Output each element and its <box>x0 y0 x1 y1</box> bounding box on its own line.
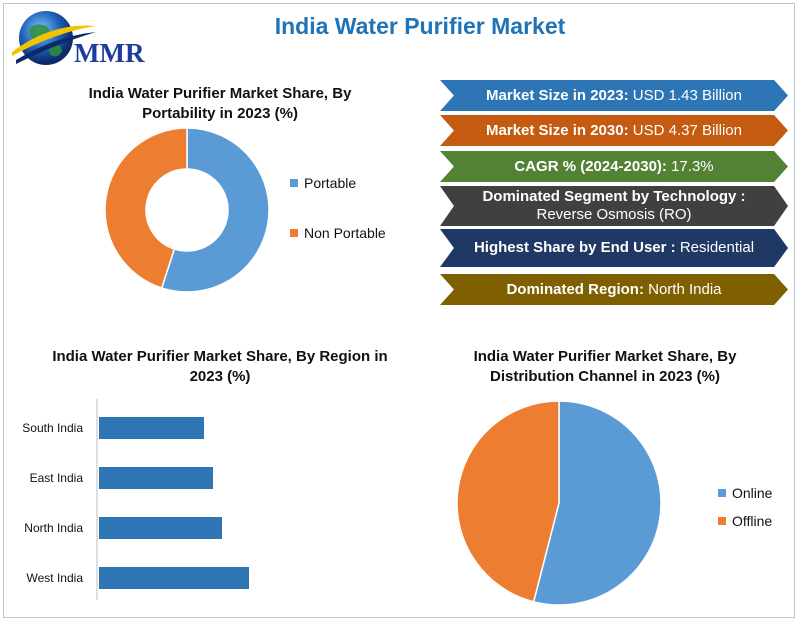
portability-slice-portable <box>160 127 270 293</box>
key-fact-value: 17.3% <box>666 157 714 175</box>
key-fact-banner: Highest Share by End User : Residential <box>440 229 788 267</box>
legend-label: Online <box>732 485 773 501</box>
portability-legend-item: Portable <box>290 158 386 208</box>
key-fact-banner: CAGR % (2024-2030): 17.3% <box>440 151 788 182</box>
page-title: India Water Purifier Market <box>274 13 566 39</box>
logo-text: MMR <box>74 38 145 68</box>
bar-west-india <box>99 567 249 589</box>
legend-label: Non Portable <box>304 225 386 241</box>
key-fact-banner: Market Size in 2023: USD 1.43 Billion <box>440 80 788 111</box>
mmr-globe-logo-icon <box>12 11 96 65</box>
key-fact-value: Reverse Osmosis (RO) <box>536 206 692 223</box>
distribution-legend-item: Offline <box>718 507 772 535</box>
key-fact-label: Market Size in 2023: <box>486 86 629 104</box>
bar-category-label: North India <box>24 521 83 535</box>
key-fact-label: Dominated Region: <box>506 280 644 298</box>
legend-swatch <box>290 179 298 187</box>
distribution-legend: Online Offline <box>718 479 772 535</box>
key-fact-banner: Dominated Segment by Technology : Reverse… <box>440 186 788 226</box>
key-fact-banner: Dominated Region: North India <box>440 274 788 305</box>
region-bar-chart: South India East India North India West Ind… <box>22 399 249 600</box>
infographic-frame <box>3 3 795 618</box>
key-fact-banner: Market Size in 2030: USD 4.37 Billion <box>440 115 788 146</box>
portability-chart-title: India Water Purifier Market Share, By Po… <box>88 85 352 122</box>
key-fact-value: Residential <box>675 239 755 256</box>
bar-north-india <box>99 517 222 539</box>
key-fact-label: Highest Share by End User : <box>473 239 676 256</box>
portability-slice-non-portable <box>104 127 188 289</box>
key-fact-value: USD 1.43 Billion <box>628 86 742 104</box>
distribution-chart-title: India Water Purifier Market Share, By Di… <box>473 348 737 385</box>
legend-swatch <box>718 489 726 497</box>
distribution-slice-online <box>532 400 662 606</box>
distribution-pie-chart <box>456 400 662 606</box>
distribution-legend-item: Online <box>718 479 772 507</box>
portability-legend-item: Non Portable <box>290 208 386 258</box>
key-fact-value: North India <box>643 280 722 298</box>
legend-swatch <box>718 517 726 525</box>
bar-east-india <box>99 467 213 489</box>
legend-label: Portable <box>304 175 357 191</box>
portability-legend: Portable Non Portable <box>290 158 386 258</box>
key-fact-label: Dominated Segment by Technology : <box>482 188 746 205</box>
legend-swatch <box>290 229 298 237</box>
legend-label: Offline <box>732 513 773 529</box>
bar-category-label: East India <box>30 471 84 485</box>
region-chart-title: India Water Purifier Market Share, By Re… <box>52 348 388 385</box>
key-fact-label: CAGR % (2024-2030): <box>514 157 667 175</box>
bar-category-label: South India <box>22 421 83 435</box>
key-fact-value: USD 4.37 Billion <box>628 121 742 139</box>
key-fact-label: Market Size in 2030: <box>486 121 629 139</box>
portability-donut-chart <box>104 127 270 293</box>
distribution-slice-offline <box>456 400 560 603</box>
bar-south-india <box>99 417 204 439</box>
bar-category-label: West India <box>27 571 84 585</box>
